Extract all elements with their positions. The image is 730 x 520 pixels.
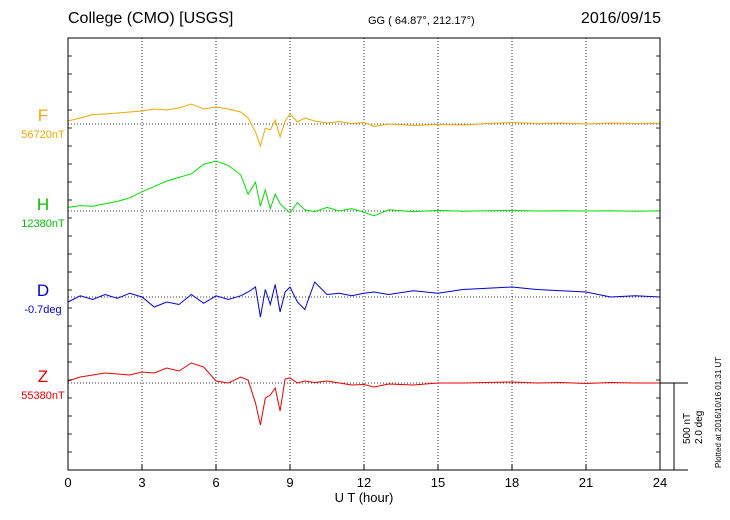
series-name-d: D [36,281,50,300]
series-name-f: F [37,106,49,125]
series-name-h: H [36,195,50,214]
x-tick-label: 24 [653,475,667,490]
series-baseline-z: 55380nT [21,390,65,402]
x-tick-label: 15 [431,475,445,490]
plot-date: 2016/09/15 [580,10,661,27]
label-group-f: F 56720nT [14,106,72,141]
x-tick-label: 3 [138,475,145,490]
series-baseline-f: 56720nT [21,129,65,141]
x-tick-label: 0 [64,475,71,490]
x-tick-label: 6 [212,475,219,490]
label-group-h: H 12380nT [14,195,72,230]
grid [68,38,660,470]
x-ticks: 0 3 6 9 12 15 18 21 24 [64,55,667,490]
series-baseline-h: 12380nT [21,218,65,230]
series-name-z: Z [37,367,49,386]
plotted-timestamp: Plotted at 2016/10/16 01:31 UT [714,356,723,468]
scale-nt-label: 500 nT [682,412,693,444]
x-axis-label: U T (hour) [335,490,394,505]
series-line-h [67,160,661,217]
x-tick-label: 9 [286,475,293,490]
label-group-d: D -0.7deg [14,281,72,316]
scale-deg-label: 2.0 deg [694,410,705,444]
x-tick-label: 12 [357,475,371,490]
series-line-d [67,281,661,318]
series-line-f [67,103,661,148]
station-title: College (CMO) [USGS] [68,10,234,27]
geo-coordinates: GG ( 64.87°, 212.17°) [368,15,475,27]
series-line-z [67,362,660,426]
x-tick-label: 21 [579,475,593,490]
label-group-z: Z 55380nT [14,367,72,402]
series-baseline-d: -0.7deg [24,304,62,316]
x-tick-label: 18 [505,475,519,490]
series-layer [67,103,661,426]
